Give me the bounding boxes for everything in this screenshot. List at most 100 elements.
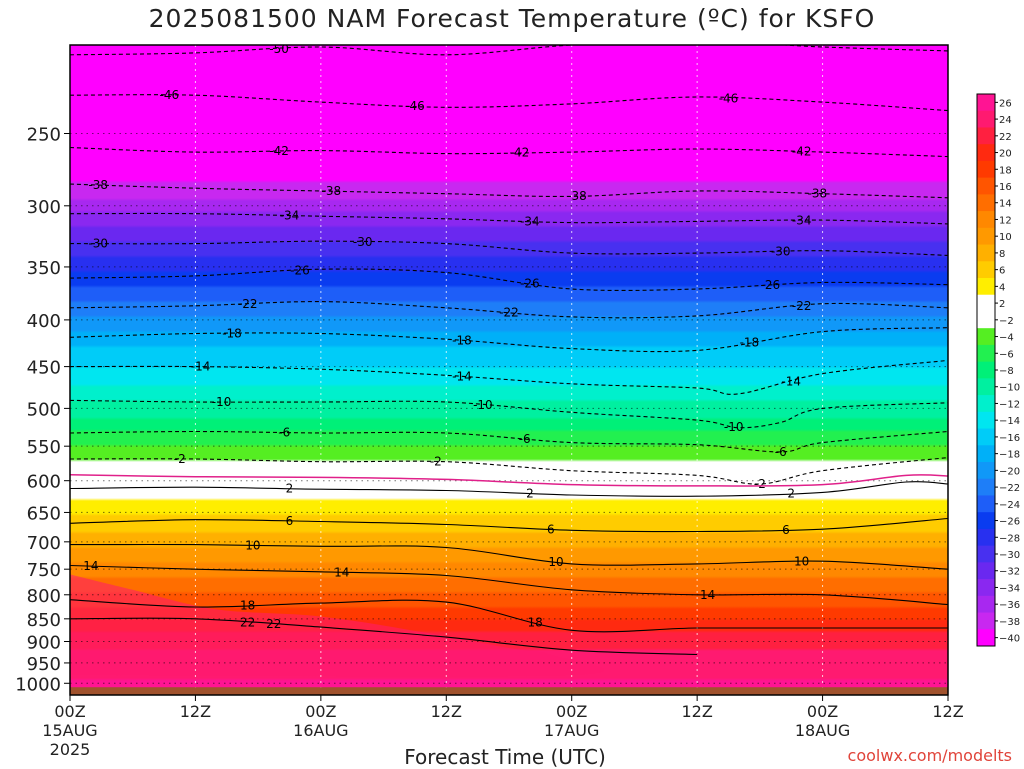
colorbar-label: −40 xyxy=(999,634,1020,645)
isotherm-label: -18 xyxy=(452,333,472,347)
isotherm-label: -6 xyxy=(519,432,531,446)
colorbar-swatch xyxy=(977,261,995,279)
isotherm-label: 2 xyxy=(526,486,534,500)
isotherm-label: -6 xyxy=(278,426,290,440)
colorbar-swatch xyxy=(977,144,995,162)
colorbar-label: −8 xyxy=(999,366,1014,377)
colorbar-swatch xyxy=(977,227,995,246)
colorbar-label: −16 xyxy=(999,433,1020,444)
isotherm-label: 10 xyxy=(245,538,260,552)
x-tick-label: 12Z xyxy=(681,702,712,721)
isotherm-label: -46 xyxy=(405,99,425,113)
colorbar-label: 4 xyxy=(999,282,1005,293)
y-tick-label: 750 xyxy=(27,560,61,581)
colorbar-label: 22 xyxy=(999,132,1012,143)
isotherm-line xyxy=(70,457,948,485)
colorbar-label: 16 xyxy=(999,182,1012,193)
isotherm-label: -14 xyxy=(781,374,801,388)
isotherm-label: -10 xyxy=(212,395,232,409)
isotherm-label: -22 xyxy=(792,299,812,313)
x-tick-label: 12Z xyxy=(932,702,963,721)
isotherm-line xyxy=(70,399,948,429)
isotherm-label: -18 xyxy=(740,336,760,350)
isotherm-line xyxy=(70,517,948,533)
isotherm-label: -26 xyxy=(520,277,540,291)
colorbar-label: −20 xyxy=(999,466,1020,477)
isotherm-label: -50 xyxy=(687,34,707,48)
x-axis-label: Forecast Time (UTC) xyxy=(404,745,606,769)
colorbar-label: −12 xyxy=(999,399,1020,410)
colorbar-swatch xyxy=(977,495,995,513)
isotherm-label: -34 xyxy=(280,209,300,223)
y-tick-label: 950 xyxy=(27,654,61,675)
isotherm-line xyxy=(70,359,948,395)
colorbar-swatch xyxy=(977,94,995,112)
colorbar-label: −14 xyxy=(999,416,1020,427)
colorbar-swatch xyxy=(977,445,995,463)
isotherm-label: -46 xyxy=(159,88,179,102)
isotherm-label: -22 xyxy=(238,297,258,311)
isotherm-label: 10 xyxy=(794,555,809,569)
colorbar-swatch xyxy=(977,411,995,430)
colorbar-swatch xyxy=(977,462,995,480)
isotherm-line xyxy=(70,564,948,606)
colorbar-label: −28 xyxy=(999,533,1020,544)
colorbar-swatch xyxy=(977,562,995,580)
isotherm-line xyxy=(70,430,948,453)
isotherm-label: -2 xyxy=(754,477,766,491)
isotherm-label: -42 xyxy=(510,146,530,160)
colorbar-swatch xyxy=(977,378,995,396)
y-tick-label: 600 xyxy=(27,472,61,493)
isotherm-label: -38 xyxy=(567,189,587,203)
x-tick-label: 12Z xyxy=(180,702,211,721)
colorbar-swatch xyxy=(977,244,995,262)
colorbar-label: −36 xyxy=(999,600,1020,611)
colorbar-swatch xyxy=(977,278,995,296)
isotherm-label: 14 xyxy=(334,565,349,579)
colorbar-label: −38 xyxy=(999,617,1020,628)
isotherm-label: -42 xyxy=(269,144,289,158)
isotherm-label: 2 xyxy=(787,486,795,500)
terrain-band xyxy=(70,687,948,695)
freezing-level-line xyxy=(70,473,948,487)
colorbar-swatch xyxy=(977,344,995,363)
colorbar-label: 24 xyxy=(999,115,1012,126)
isotherm-label: -10 xyxy=(473,398,493,412)
y-tick-label: 550 xyxy=(27,437,61,458)
colorbar-label: −22 xyxy=(999,483,1020,494)
colorbar-label: −10 xyxy=(999,383,1020,394)
colorbar-label: 6 xyxy=(999,266,1005,277)
colorbar-swatch xyxy=(977,612,995,630)
x-tick-label: 00Z xyxy=(305,702,336,721)
x-tick-label: 16AUG xyxy=(293,721,348,740)
isotherm-label: -10 xyxy=(724,420,744,434)
colorbar-swatch xyxy=(977,595,995,614)
isotherm-label: 6 xyxy=(782,523,790,537)
colorbar-swatch xyxy=(977,512,995,530)
colorbar-label: −4 xyxy=(999,333,1014,344)
colorbar-label: −2 xyxy=(999,316,1014,327)
y-tick-label: 450 xyxy=(27,358,61,379)
y-tick-label: 800 xyxy=(27,586,61,607)
source-credit[interactable]: coolwx.com/modelts xyxy=(847,746,1012,765)
colorbar-label: 2 xyxy=(999,299,1005,310)
x-tick-label: 00Z xyxy=(556,702,587,721)
isotherm-line xyxy=(70,481,948,497)
isotherm-label: -26 xyxy=(761,278,781,292)
colorbar-swatch xyxy=(977,361,995,379)
x-tick-label: 17AUG xyxy=(544,721,599,740)
colorbar-swatch xyxy=(977,294,995,312)
isotherm-label: -30 xyxy=(771,245,791,259)
isotherm-label: -14 xyxy=(452,369,472,383)
y-tick-label: 1000 xyxy=(15,674,61,695)
x-tick-label: 2025 xyxy=(50,740,91,759)
colorbar-swatch xyxy=(977,127,995,145)
isotherm-label: 18 xyxy=(527,615,542,629)
y-tick-label: 300 xyxy=(27,197,61,218)
isotherm-label: -2 xyxy=(174,452,186,466)
colorbar-swatch xyxy=(977,177,995,195)
isotherm-label: -38 xyxy=(88,178,108,192)
isotherm-label: -30 xyxy=(353,235,373,249)
colorbar-swatch xyxy=(977,629,995,647)
isotherm-label: 22 xyxy=(240,615,255,629)
